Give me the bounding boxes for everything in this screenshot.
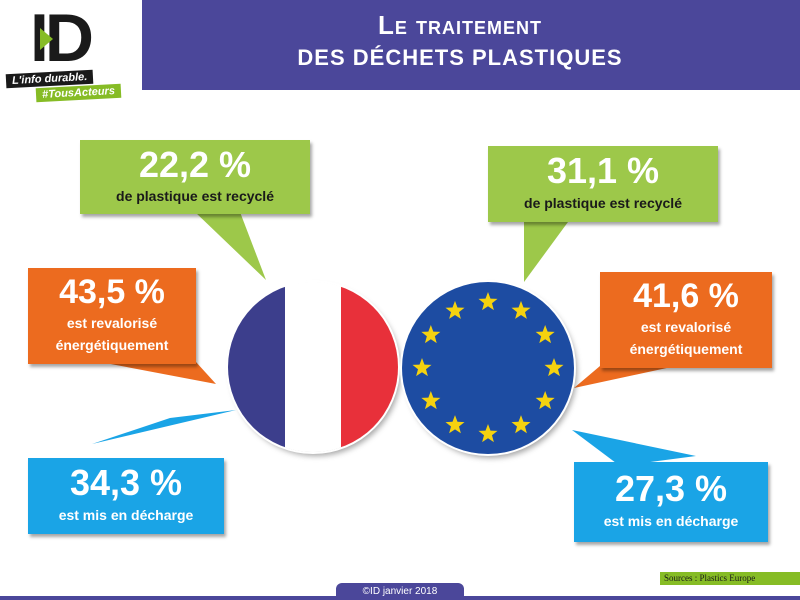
eu-energy-label-1: est revalorisé [640, 319, 732, 335]
footer-credit: ©ID janvier 2018 [336, 583, 464, 600]
eu-recycled-box: 31,1 % de plastique est recyclé [488, 146, 718, 222]
eu-energy-box: 41,6 % est revalorisé énergétiquement [600, 272, 772, 368]
eu-landfill-box: 27,3 % est mis en décharge [574, 462, 768, 542]
france-landfill-value: 34,3 % [69, 462, 183, 503]
logo[interactable]: ID L'info durable. #TousActeurs [0, 0, 142, 108]
eu-star-icon [421, 391, 441, 410]
pointer-eu-recycled [524, 222, 568, 282]
eu-star-icon [535, 325, 555, 344]
france-energy-label-2: énergétiquement [55, 337, 169, 353]
eu-star-icon [535, 391, 555, 410]
eu-energy-label-2: énergétiquement [629, 341, 743, 357]
france-flag-red-stripe [341, 282, 398, 452]
france-energy-value: 43,5 % [59, 273, 165, 311]
title-line-1: Le traitement [377, 10, 543, 40]
eu-star-icon [511, 300, 531, 319]
eu-star-icon [412, 358, 432, 377]
france-recycled-label: de plastique est recyclé [116, 188, 274, 204]
title-line-2: des déchets plastiques [297, 45, 623, 70]
eu-stars [412, 292, 564, 443]
eu-landfill-label: est mis en décharge [603, 513, 739, 529]
eu-recycled-value: 31,1 % [546, 150, 660, 191]
france-recycled-box: 22,2 % de plastique est recyclé [80, 140, 310, 214]
eu-flag-icon [402, 282, 574, 454]
france-recycled-value: 22,2 % [138, 144, 252, 185]
france-energy-label-1: est revalorisé [66, 315, 158, 331]
france-flag-white-stripe [284, 282, 342, 452]
pointer-france-landfill [92, 410, 236, 444]
logo-arrow-icon [40, 28, 53, 50]
pointer-eu-energy [574, 366, 676, 388]
logo-mark: ID [30, 0, 94, 76]
pointer-eu-landfill [572, 430, 696, 466]
eu-energy-value: 41,6 % [633, 277, 739, 315]
eu-recycled-label: de plastique est recyclé [524, 195, 682, 211]
page-title: Le traitement des déchets plastiques [150, 8, 770, 74]
pointer-france-energy [100, 362, 216, 384]
eu-star-icon [511, 415, 531, 434]
logo-hashtag: #TousActeurs [35, 83, 122, 103]
france-energy-box: 43,5 % est revalorisé énergétiquement [28, 268, 196, 364]
sources-note: Sources : Plastics Europe [660, 572, 800, 585]
pointer-france-recycled [195, 212, 266, 280]
eu-star-icon [478, 292, 498, 311]
eu-star-icon [544, 358, 564, 377]
eu-star-icon [478, 424, 498, 443]
eu-star-icon [445, 300, 465, 319]
eu-star-icon [421, 325, 441, 344]
france-flag-blue-stripe [228, 282, 285, 452]
france-flag-icon [228, 282, 398, 452]
france-landfill-label: est mis en décharge [58, 507, 194, 523]
france-landfill-box: 34,3 % est mis en décharge [28, 458, 224, 534]
eu-star-icon [445, 415, 465, 434]
eu-landfill-value: 27,3 % [614, 468, 728, 509]
